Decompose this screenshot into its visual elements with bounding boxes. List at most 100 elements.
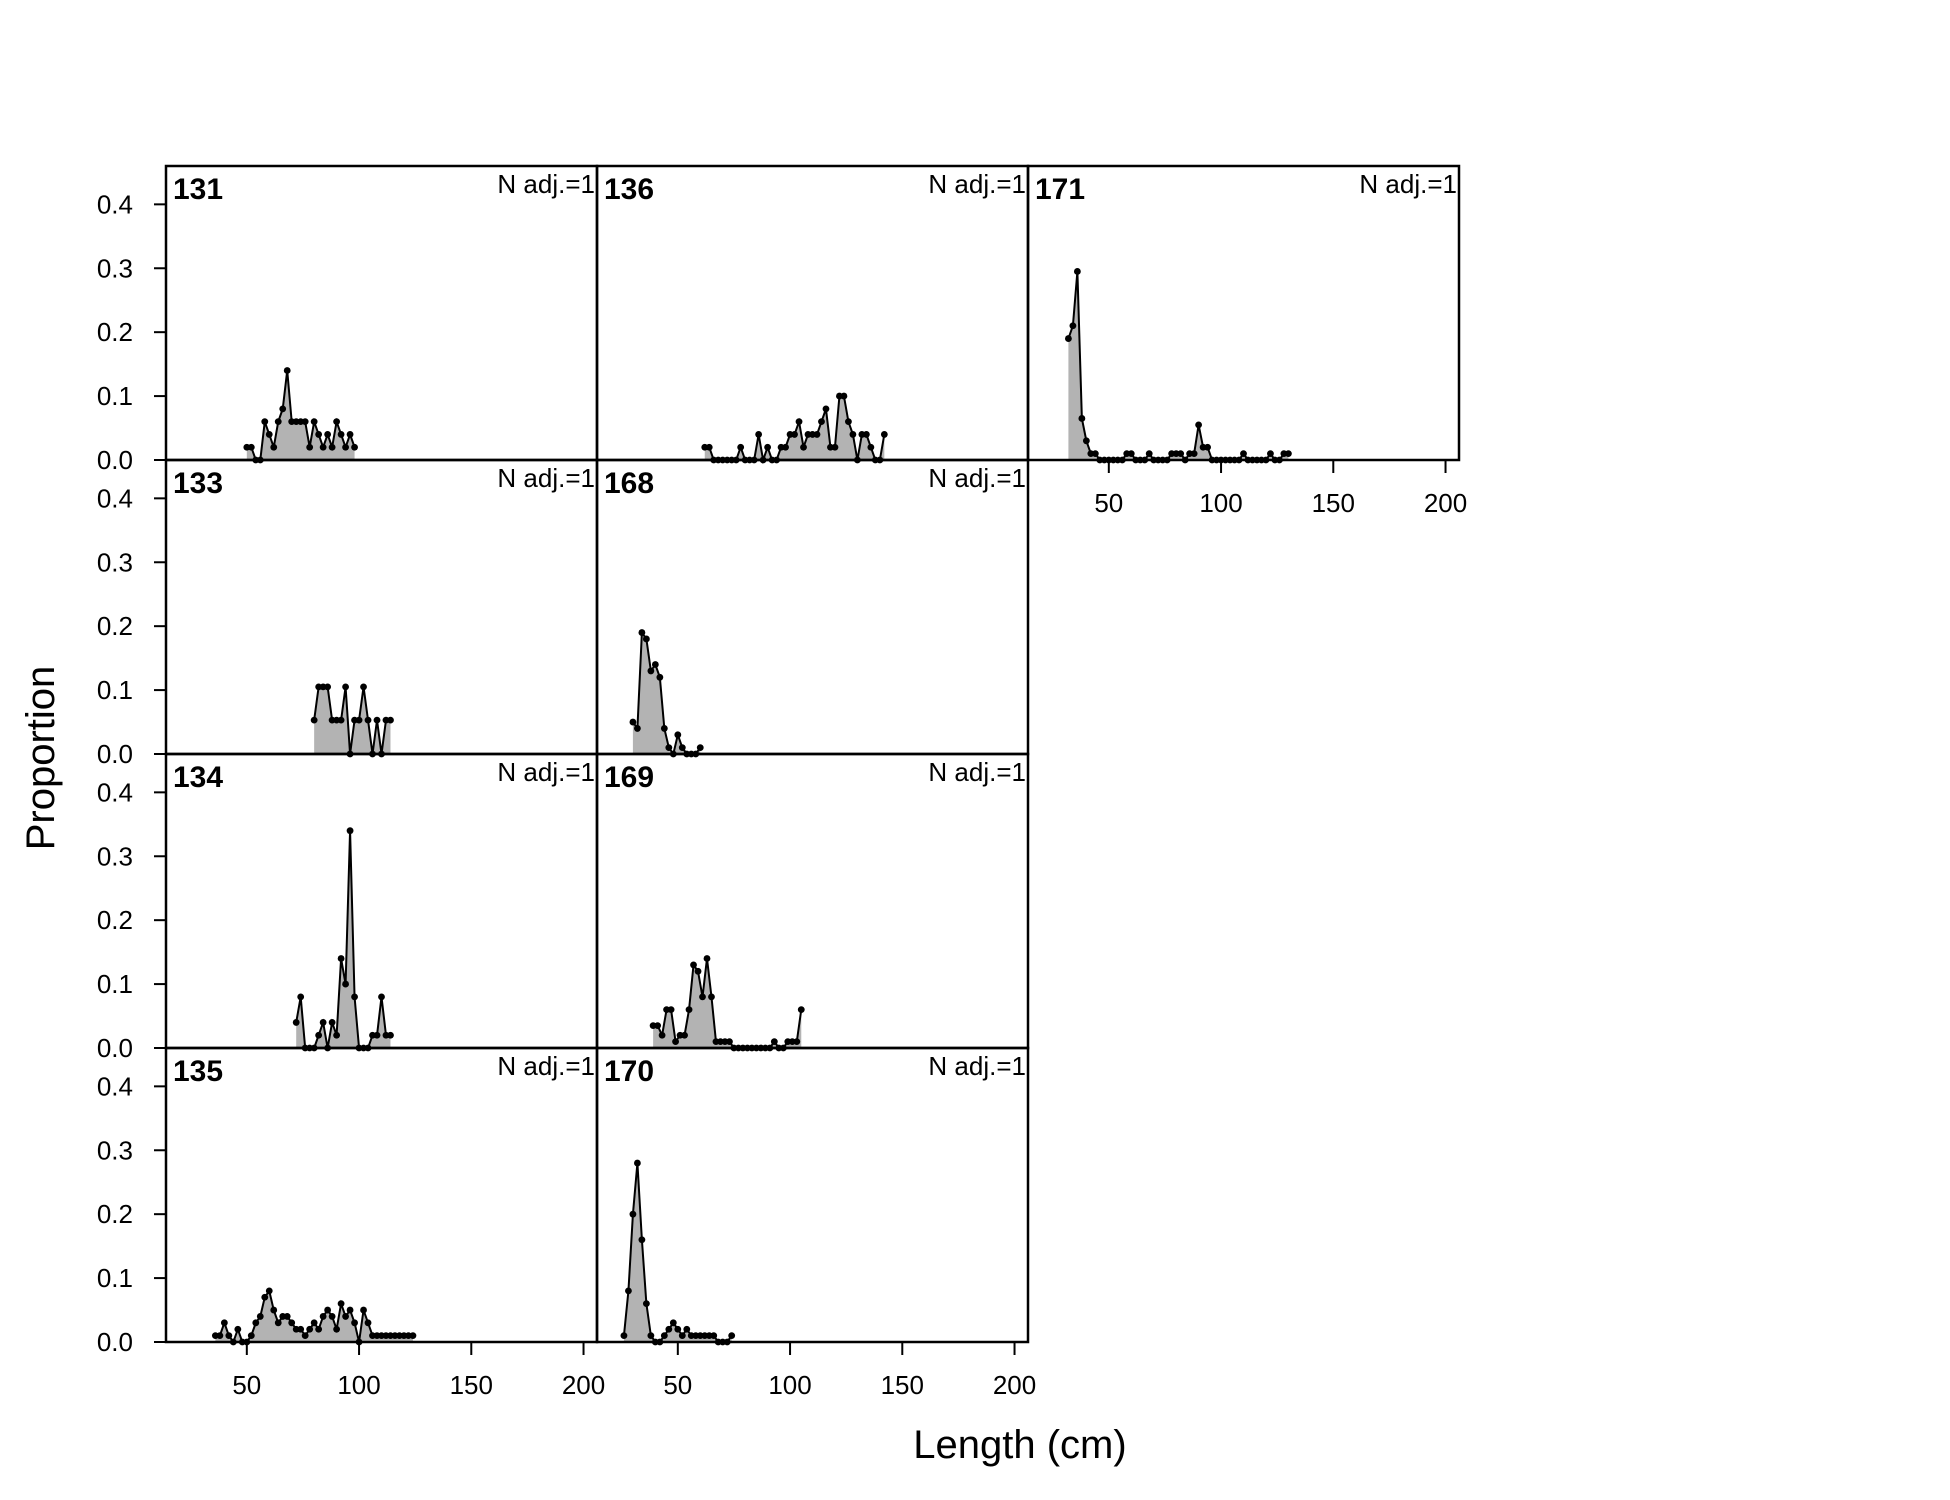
x-tick-label: 50 (1094, 488, 1123, 518)
panel-title: 135 (173, 1055, 223, 1088)
data-point (678, 744, 686, 752)
data-point (337, 955, 345, 962)
data-point (658, 1031, 666, 1039)
data-point (315, 1325, 323, 1333)
data-point (651, 661, 659, 668)
data-point (270, 443, 278, 451)
panel-frame (164, 164, 599, 462)
panel-131: 131 N adj.=1 0.0 0.1 0.2 0.3 0.4 (97, 164, 599, 475)
data-point (737, 443, 745, 451)
area-fill (246, 370, 355, 460)
data-point (247, 443, 255, 451)
data-point (696, 744, 704, 752)
data-point (638, 1236, 646, 1244)
data-point (1082, 437, 1090, 445)
data-point (265, 1287, 273, 1295)
data-point (337, 716, 345, 724)
n-adj-label: N adj.=1 (928, 757, 1026, 787)
y-tick-label: 0.0 (97, 739, 133, 769)
data-point (1240, 450, 1247, 458)
data-point (1145, 450, 1153, 458)
panel-title: 168 (604, 467, 654, 500)
data-point (337, 431, 345, 438)
data-point (647, 1332, 655, 1340)
data-point (678, 1332, 686, 1340)
n-adj-label: N adj.=1 (928, 463, 1026, 493)
data-point (625, 1287, 632, 1295)
data-point (274, 418, 282, 426)
data-point (665, 1325, 673, 1333)
data-point (674, 1325, 682, 1333)
data-point (301, 1332, 309, 1340)
data-point (261, 1293, 269, 1301)
data-point (373, 716, 381, 724)
data-point (333, 1325, 341, 1333)
data-point (346, 431, 354, 438)
panel-134: 134 N adj.=1 0.0 0.1 0.2 0.3 0.4 (97, 752, 599, 1063)
x-tick-label: 200 (1424, 488, 1467, 518)
panel-title: 133 (173, 467, 223, 500)
data-point (225, 1332, 233, 1340)
data-point (1204, 443, 1211, 451)
data-point (726, 1038, 733, 1046)
n-adj-label: N adj.=1 (497, 1051, 595, 1081)
data-point (351, 1319, 358, 1327)
data-point (818, 418, 825, 426)
data-point (310, 716, 318, 724)
series-line (1067, 271, 1289, 462)
y-tick-label: 0.3 (97, 841, 133, 871)
data-point (328, 443, 336, 451)
data-point (800, 443, 807, 451)
data-point (360, 1306, 367, 1314)
panel-title: 134 (173, 761, 223, 794)
data-point (306, 1325, 314, 1333)
data-point (660, 1332, 668, 1340)
data-point (813, 431, 821, 438)
data-point (351, 993, 358, 1001)
data-point (310, 418, 318, 426)
data-point (1073, 268, 1081, 275)
data-point (342, 1313, 349, 1320)
panel-frame (164, 1046, 599, 1344)
x-tick-label: 100 (1199, 488, 1242, 518)
y-tick-label: 0.2 (97, 317, 133, 347)
data-point (301, 418, 309, 426)
data-point (656, 673, 664, 681)
area-fill (623, 1163, 732, 1342)
data-point (793, 1038, 801, 1046)
data-point (261, 418, 269, 426)
data-point (337, 1300, 345, 1308)
data-point (880, 431, 888, 438)
y-tick-label: 0.2 (97, 905, 133, 935)
data-point (638, 629, 646, 636)
data-point (234, 1325, 242, 1333)
series-line (653, 958, 803, 1049)
x-tick-label: 100 (337, 1370, 380, 1400)
data-point (319, 443, 327, 451)
data-point (247, 1332, 255, 1340)
y-tick-label: 0.3 (97, 547, 133, 577)
data-point (364, 1319, 372, 1327)
data-point (328, 1019, 336, 1026)
x-tick-label: 150 (1312, 488, 1355, 518)
data-point (705, 443, 713, 451)
area-fill (1068, 271, 1289, 460)
panel-title: 171 (1035, 173, 1085, 206)
data-point (342, 683, 349, 691)
area-fill (314, 686, 391, 754)
data-point (674, 731, 682, 739)
y-tick-label: 0.4 (97, 1071, 133, 1101)
data-point (620, 1332, 628, 1340)
y-tick-label: 0.4 (97, 777, 133, 807)
data-point (297, 1325, 305, 1333)
data-point (634, 725, 641, 732)
data-point (324, 1306, 332, 1314)
data-point (279, 405, 287, 413)
data-point (373, 1031, 381, 1039)
data-point (683, 1325, 691, 1333)
data-point (642, 1300, 650, 1308)
data-point (862, 431, 870, 438)
data-point (270, 1306, 278, 1314)
data-point (328, 1313, 336, 1320)
y-tick-label: 0.0 (97, 445, 133, 475)
